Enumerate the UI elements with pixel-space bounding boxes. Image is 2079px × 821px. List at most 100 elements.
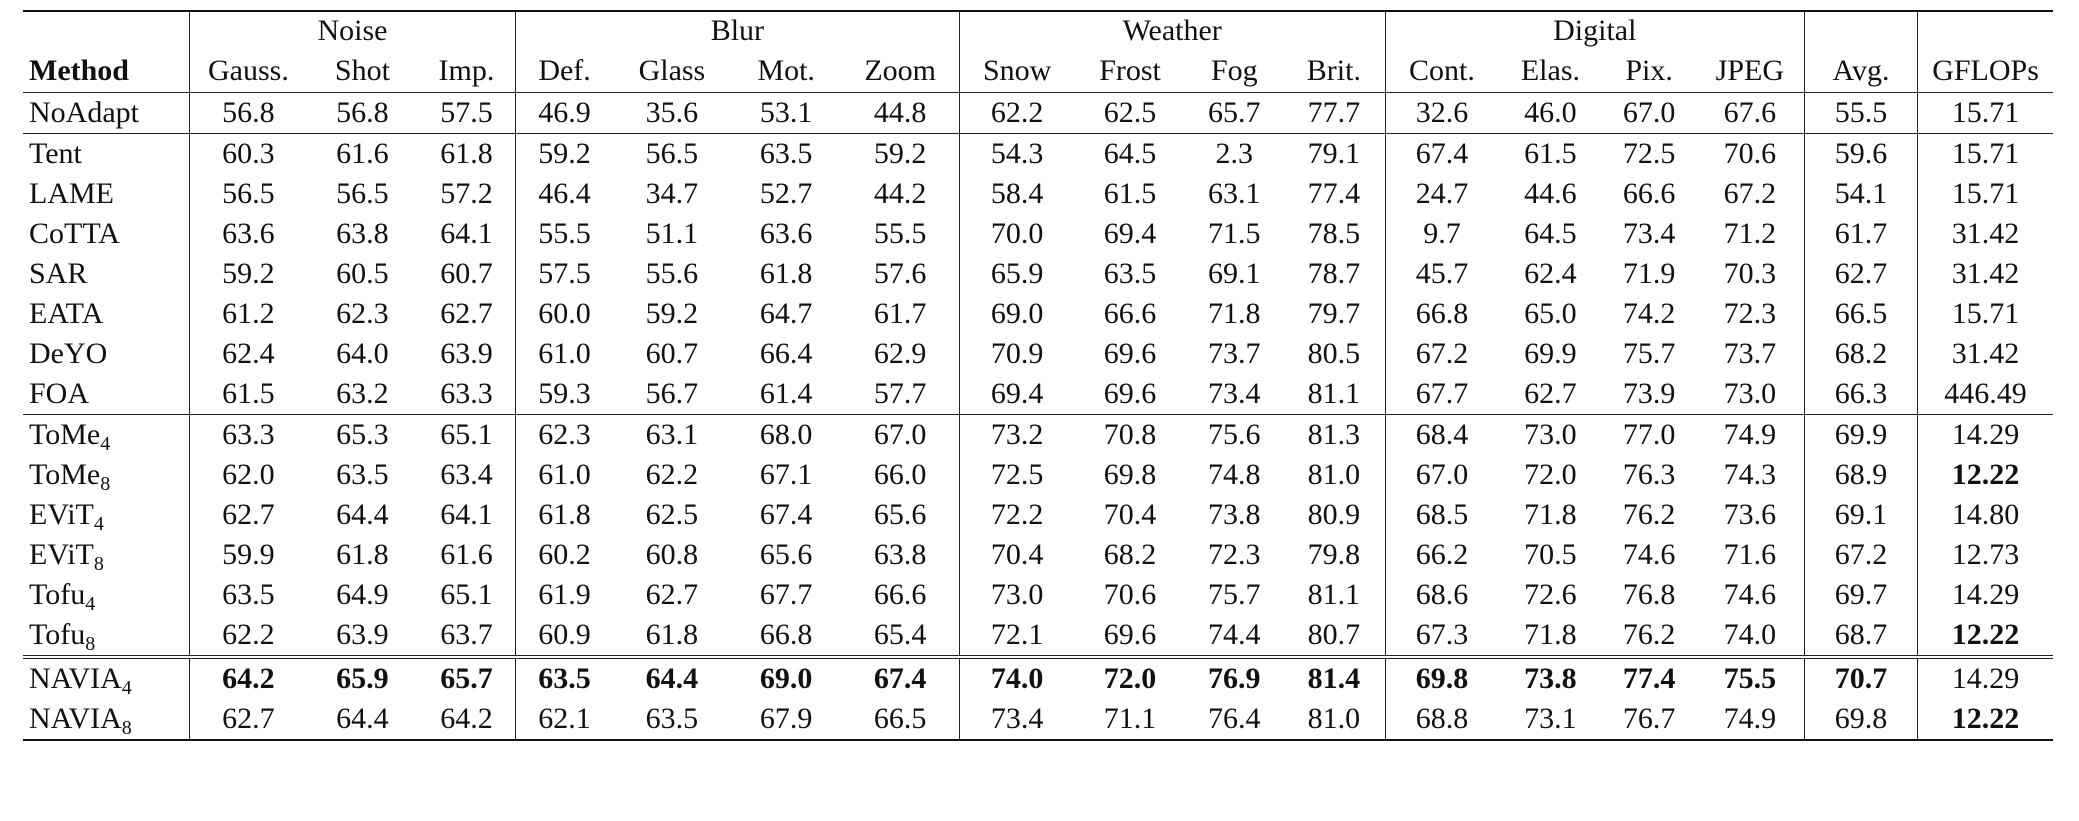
gflops-cell: 14.29: [1917, 655, 2053, 699]
value-cell: 60.0: [538, 297, 591, 330]
value-cell: 72.6: [1524, 578, 1577, 611]
method-name: EATA: [29, 297, 104, 330]
value-cell: 73.7: [1695, 334, 1805, 374]
avg-cell: 67.2: [1804, 535, 1919, 575]
value-cell: 77.4: [1602, 655, 1696, 699]
value-cell: 67.0: [1602, 92, 1696, 134]
value-cell: 74.4: [1208, 618, 1261, 651]
method-subscript: 8: [121, 717, 132, 739]
method-name: Tent: [29, 137, 82, 170]
method-name: NAVIA: [29, 702, 122, 735]
table-row: Tofu4 63.5 64.9 65.1 61.9 62.7 67.7 66.6 73.0 70.…: [23, 575, 2053, 615]
value-cell: 61.9: [538, 578, 591, 611]
value-cell: 59.2: [645, 297, 699, 330]
value-cell: 73.7: [1208, 337, 1261, 370]
value-cell: 67.1: [759, 458, 813, 491]
avg-cell: 54.1: [1804, 174, 1919, 214]
value-cell: 80.7: [1283, 615, 1386, 657]
value-cell: 72.0: [1074, 655, 1186, 699]
value-cell: 69.6: [1103, 337, 1157, 370]
value-cell: 70.4: [990, 538, 1044, 571]
value-cell: 72.2: [990, 498, 1044, 531]
value-cell: 76.8: [1622, 578, 1676, 611]
value-cell: 81.3: [1283, 414, 1386, 455]
value-cell: 69.6: [1103, 618, 1157, 651]
method-subscript: 4: [100, 433, 111, 455]
value-cell: 73.0: [1498, 414, 1603, 455]
method-cell: NoAdapt: [23, 92, 190, 134]
method-cell: ToMe4: [23, 414, 190, 455]
method-name: SAR: [29, 257, 88, 290]
value-cell: 53.1: [730, 92, 842, 134]
value-cell: 74.3: [1695, 455, 1805, 495]
value-cell: 67.2: [1695, 174, 1805, 214]
value-cell: 67.0: [841, 414, 960, 455]
table-row: Tofu8 62.2 63.9 63.7 60.9 61.8 66.8 65.4 72.1 69.…: [23, 615, 2053, 657]
method-cell: CoTTA: [23, 214, 190, 254]
avg-cell: 69.8: [1804, 699, 1919, 741]
value-cell: 61.4: [759, 377, 813, 410]
gflops-cell: 14.29: [1917, 414, 2053, 455]
column-header-cont: Cont.: [1409, 54, 1475, 87]
value-cell: 35.6: [613, 92, 731, 134]
value-cell: 71.1: [1074, 699, 1186, 741]
value-cell: 57.5: [417, 92, 516, 134]
value-cell: 62.7: [222, 498, 275, 531]
value-cell: 62.7: [417, 294, 516, 334]
value-cell: 76.7: [1602, 699, 1696, 741]
column-header-gauss: Gauss.: [207, 54, 289, 87]
value-cell: 68.2: [1103, 538, 1157, 571]
value-cell: 72.5: [990, 458, 1044, 491]
value-cell: 61.5: [1498, 133, 1603, 174]
avg-cell: 62.7: [1804, 254, 1919, 294]
value-cell: 62.7: [189, 699, 307, 741]
value-cell: 63.6: [759, 217, 813, 250]
column-header-zoom: Zoom: [841, 50, 960, 93]
value-cell: 80.9: [1283, 495, 1386, 535]
value-cell: 70.9: [990, 337, 1044, 370]
value-cell: 71.8: [1524, 618, 1577, 651]
value-cell: 74.0: [959, 655, 1075, 699]
avg-cell: 61.7: [1804, 214, 1919, 254]
value-cell: 62.7: [645, 578, 699, 611]
value-cell: 65.6: [759, 538, 813, 571]
value-cell: 62.9: [841, 334, 960, 374]
value-cell: 66.5: [841, 699, 960, 741]
value-cell: 81.0: [1283, 699, 1386, 741]
value-cell: 69.9: [1524, 337, 1577, 370]
empty-corner-cell: [23, 10, 190, 50]
value-cell: 67.7: [1415, 377, 1469, 410]
value-cell: 74.9: [1695, 414, 1805, 455]
value-cell: 73.6: [1695, 495, 1805, 535]
table-row: CoTTA 63.6 63.8 64.1 55.5 51.1 63.6 55.5 70.0 69.…: [23, 214, 2053, 254]
value-cell: 65.1: [417, 575, 516, 615]
column-header-fog: Fog: [1210, 54, 1258, 87]
value-cell: 65.9: [306, 655, 418, 699]
value-cell: 64.5: [1524, 217, 1577, 250]
value-cell: 72.3: [1208, 538, 1261, 571]
value-cell: 24.7: [1415, 177, 1469, 210]
gflops-cell: 14.80: [1951, 498, 2020, 531]
value-cell: 61.8: [759, 257, 813, 290]
value-cell: 74.2: [1622, 297, 1676, 330]
value-cell: 57.7: [841, 374, 960, 415]
avg-cell: 69.1: [1804, 495, 1919, 535]
value-cell: 76.3: [1622, 458, 1676, 491]
column-header-avg: Avg.: [1804, 50, 1919, 93]
table-row: ToMe4 63.3 65.3 65.1 62.3 63.1 68.0 67.0 73.2 70.…: [23, 414, 2053, 455]
value-cell: 46.9: [515, 92, 614, 134]
avg-cell: 69.7: [1804, 575, 1919, 615]
value-cell: 70.6: [1103, 578, 1157, 611]
method-cell: EViT4: [23, 495, 190, 535]
avg-cell: 66.5: [1804, 294, 1919, 334]
value-cell: 69.0: [990, 297, 1044, 330]
method-name: FOA: [29, 377, 90, 410]
value-cell: 71.8: [1208, 297, 1261, 330]
method-cell: Tofu4: [23, 575, 190, 615]
value-cell: 70.0: [990, 217, 1044, 250]
value-cell: 57.6: [841, 254, 960, 294]
method-cell: DeYO: [23, 334, 190, 374]
value-cell: 67.7: [759, 578, 813, 611]
group-header-blur: Blur: [515, 10, 960, 50]
value-cell: 73.8: [1498, 655, 1603, 699]
